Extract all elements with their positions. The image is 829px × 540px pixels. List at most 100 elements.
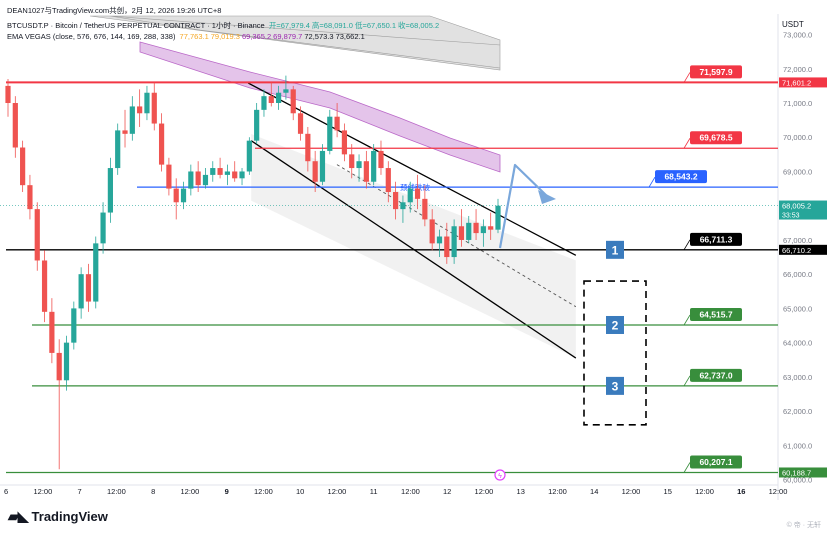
ohlc-2: 低=67,650.1	[354, 21, 397, 30]
time-tick-label: 12:00	[695, 487, 714, 496]
candle-body	[290, 89, 296, 114]
axis-level-label-3: 66,710.2	[782, 246, 811, 255]
candle-body	[158, 123, 165, 165]
price-tick-label: 63,000.0	[783, 373, 812, 382]
candle-body	[107, 168, 113, 213]
time-tick-label: 16	[737, 487, 745, 496]
price-tick-label: 70,000.0	[783, 133, 812, 142]
price-tick-label: 64,000.0	[783, 339, 812, 348]
candle-body	[56, 352, 62, 381]
candle-body	[305, 133, 311, 162]
header-line-1: DEAN1027与TradingView.com共创，2月 12, 2026 1…	[7, 5, 223, 16]
ema-value-1: 79,019.3	[210, 32, 240, 41]
candle-body	[78, 274, 84, 309]
level-tag-leader-4	[683, 314, 691, 326]
time-tick-label: 13	[517, 487, 525, 496]
tradingview-brand[interactable]: ▰◣ TradingView	[8, 508, 108, 525]
candle-body	[341, 130, 348, 155]
candle-body	[261, 96, 267, 110]
axis-level-label-0: 71,601.2	[782, 78, 811, 87]
candle-body	[5, 85, 11, 104]
author-date: DEAN1027与TradingView.com共创，2月 12, 2026 1…	[7, 6, 222, 15]
channel-upper-line	[247, 82, 577, 256]
candle-body	[246, 140, 252, 172]
price-axis-bg	[778, 0, 829, 535]
candle-body	[232, 171, 238, 179]
candle-body	[71, 308, 77, 343]
price-tick-label: 71,000.0	[783, 99, 812, 108]
header-line-3: EMA VEGAS (close, 576, 676, 144, 169, 28…	[7, 32, 369, 41]
indicator-label[interactable]: EMA VEGAS (close, 576, 676, 144, 169, 28…	[7, 32, 176, 41]
candle-body	[27, 185, 33, 210]
time-tick-label: 12:00	[548, 487, 567, 496]
target-number-2: 2	[612, 318, 619, 332]
candle-body	[166, 164, 172, 189]
vegas-ema-band	[139, 41, 501, 173]
time-tick-label: 12:00	[401, 487, 420, 496]
candle-body	[356, 161, 362, 169]
axis-level-bg-6	[779, 467, 827, 478]
level-tag-bg-2	[655, 170, 707, 184]
price-tick-label: 72,000.0	[783, 65, 812, 74]
time-tick-label: 10	[296, 487, 304, 496]
candle-body	[41, 260, 48, 312]
candle-body	[480, 226, 486, 234]
candle-body	[93, 243, 99, 302]
candle-body	[115, 130, 121, 169]
time-tick-label: 12:00	[622, 487, 641, 496]
target-zone-box	[583, 280, 647, 426]
candle-body	[400, 202, 406, 210]
candle-body	[224, 171, 231, 175]
level-tag-label-4: 64,515.7	[699, 309, 732, 319]
level-tag-label-0: 71,597.9	[699, 67, 732, 77]
candle-body	[34, 209, 40, 261]
forecast-arrow-head	[538, 190, 556, 204]
candle-body	[407, 188, 413, 203]
price-tick-label: 62,000.0	[783, 407, 812, 416]
candle-body	[268, 96, 274, 104]
candle-body	[436, 236, 443, 244]
candle-body	[100, 212, 106, 244]
candle-body	[283, 89, 289, 93]
ema-value-0: 77,763.1	[179, 32, 209, 41]
time-tick-label: 12:00	[181, 487, 200, 496]
candle-body	[210, 168, 216, 175]
candle-body	[312, 161, 318, 182]
level-tag-label-1: 69,678.5	[699, 133, 732, 143]
event-marker-icon	[494, 469, 506, 481]
axis-level-label-6: 60,188.7	[782, 468, 811, 477]
candle-body	[137, 106, 143, 114]
candle-body	[239, 171, 245, 179]
target-number-1: 1	[612, 243, 619, 257]
candle-body	[327, 116, 333, 151]
tradingview-logo-icon: ▰◣	[8, 508, 29, 524]
ema-value-4: 72,573.3	[304, 32, 334, 41]
neckline-note: 颈线跌破	[400, 182, 430, 192]
time-tick-label: 12:00	[769, 487, 788, 496]
level-tag-leader-3	[683, 239, 691, 251]
ohlc-3: 收=68,005.2	[398, 21, 440, 30]
axis-level-bg-0	[779, 77, 827, 88]
price-tick-label: 61,000.0	[783, 441, 812, 450]
symbol-title[interactable]: BTCUSDT.P · Bitcoin / TetherUS PERPETUAL…	[7, 21, 265, 30]
level-tag-leader-6	[683, 462, 691, 473]
time-tick-label: 8	[151, 487, 155, 496]
time-tick-label: 11	[370, 487, 378, 496]
candle-body	[363, 161, 369, 182]
forecast-arrow-line	[498, 163, 549, 249]
candle-body	[49, 311, 55, 353]
candle-body	[393, 192, 399, 210]
watermark: © 帝 · 无轩	[786, 522, 821, 529]
channel-fill	[251, 134, 576, 359]
ema-value-5: 73,662.1	[335, 32, 365, 41]
ohlc-0: 开=67,979.4	[268, 21, 310, 30]
candle-body	[319, 150, 326, 182]
candle-body	[297, 113, 304, 134]
target-number-box-3	[606, 376, 624, 395]
price-tick-label: 66,000.0	[783, 270, 812, 279]
price-tick-label: 67,000.0	[783, 236, 812, 245]
vegas-ema-band-upper	[89, 15, 501, 71]
candle-body	[122, 130, 128, 134]
